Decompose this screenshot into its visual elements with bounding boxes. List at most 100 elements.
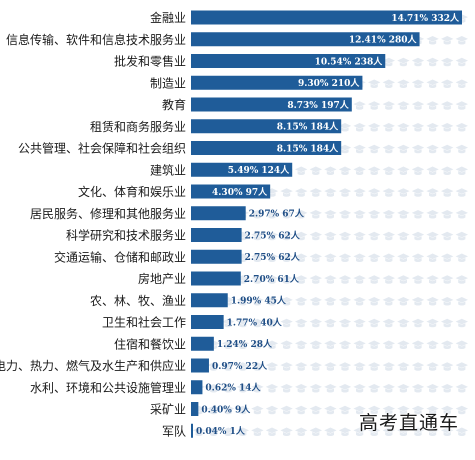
category-label: 科学研究和技术服务业: [66, 228, 186, 243]
graduation-cap-icon: [309, 384, 322, 393]
category-label: 住宿和餐饮业: [114, 336, 186, 351]
category-label: 房地产业: [138, 271, 186, 286]
graduation-cap-icon: [411, 210, 425, 219]
graduation-cap-icon: [353, 101, 366, 110]
bar: [191, 358, 209, 373]
graduation-cap-icon: [368, 384, 381, 393]
graduation-cap-icon: [411, 79, 425, 89]
graduation-cap-icon: [353, 166, 366, 176]
graduation-cap-icon: [397, 210, 410, 219]
graduation-cap-icon: [382, 166, 395, 176]
graduation-cap-icon: [455, 144, 468, 154]
bar: [191, 336, 214, 351]
graduation-cap-icon: [426, 210, 439, 219]
graduation-cap-icon: [455, 384, 468, 393]
graduation-cap-icon: [397, 253, 410, 263]
graduation-cap-icon: [324, 231, 337, 241]
category-label: 信息传输、软件和信息技术服务业: [6, 32, 186, 47]
graduation-cap-icon: [441, 144, 454, 154]
graduation-cap-icon: [382, 297, 395, 306]
bar: [191, 97, 352, 112]
category-label: 农、林、牧、渔业: [90, 294, 186, 308]
data-label: 0.40% 9人: [201, 403, 251, 415]
graduation-cap-icon: [441, 166, 454, 176]
graduation-cap-icon: [411, 144, 425, 154]
category-label: 电力、热力、燃气及水生产和供应业: [0, 358, 186, 373]
category-label: 居民服务、修理和其他服务业: [30, 206, 186, 221]
graduation-cap-icon: [455, 210, 468, 219]
graduation-cap-icon: [309, 231, 322, 241]
graduation-cap-icon: [382, 253, 395, 263]
data-label: 8.15% 184人: [277, 142, 339, 154]
category-label: 制造业: [150, 76, 186, 90]
graduation-cap-icon: [426, 231, 439, 241]
graduation-cap-icon: [382, 210, 395, 219]
graduation-cap-icon: [338, 384, 352, 393]
graduation-cap-icon: [295, 297, 308, 306]
data-label: 2.75% 62人: [245, 251, 301, 263]
graduation-cap-icon: [411, 253, 425, 263]
graduation-cap-icon: [338, 362, 352, 371]
graduation-cap-icon: [280, 340, 293, 350]
graduation-cap-icon: [455, 123, 468, 132]
data-label: 5.49% 124人: [228, 164, 290, 176]
data-label: 8.15% 184人: [277, 121, 339, 133]
graduation-cap-icon: [338, 275, 352, 284]
graduation-cap-icon: [441, 210, 454, 219]
graduation-cap-icon: [309, 427, 322, 437]
graduation-cap-icon: [441, 79, 454, 89]
graduation-cap-icon: [324, 362, 337, 371]
category-label: 文化、体育和娱乐业: [78, 184, 186, 199]
graduation-cap-icon: [426, 318, 439, 328]
graduation-cap-icon: [265, 405, 279, 415]
graduation-cap-icon: [353, 297, 366, 306]
graduation-cap-icon: [338, 297, 352, 306]
graduation-cap-icon: [338, 405, 352, 415]
graduation-cap-icon: [426, 144, 439, 154]
graduation-cap-icon: [382, 318, 395, 328]
graduation-cap-icon: [411, 101, 425, 110]
graduation-cap-icon: [397, 144, 410, 154]
graduation-cap-icon: [382, 79, 395, 89]
graduation-cap-icon: [338, 318, 352, 328]
graduation-cap-icon: [455, 318, 468, 328]
graduation-cap-icon: [324, 253, 337, 263]
category-label: 军队: [162, 423, 186, 438]
graduation-cap-icon: [353, 384, 366, 393]
graduation-cap-icon: [353, 340, 366, 350]
graduation-cap-icon: [426, 384, 439, 393]
graduation-cap-icon: [338, 340, 352, 350]
graduation-cap-icon: [411, 57, 425, 67]
graduation-cap-icon: [397, 123, 410, 132]
graduation-cap-icon: [353, 253, 366, 263]
graduation-cap-icon: [353, 144, 366, 154]
graduation-cap-icon: [426, 340, 439, 350]
graduation-cap-icon: [426, 166, 439, 176]
graduation-cap-icon: [353, 188, 366, 197]
data-label: 0.97% 22人: [212, 360, 268, 372]
data-label: 4.30% 97人: [212, 186, 268, 198]
data-label: 2.70% 61人: [244, 273, 300, 285]
graduation-cap-icon: [411, 123, 425, 132]
graduation-cap-icon: [382, 275, 395, 284]
category-label: 教育: [162, 97, 186, 112]
graduation-cap-icon: [441, 384, 454, 393]
bar: [191, 162, 293, 177]
graduation-cap-icon: [455, 188, 468, 197]
graduation-cap-icon: [397, 188, 410, 197]
graduation-cap-icon: [397, 57, 410, 67]
graduation-cap-icon: [441, 297, 454, 306]
graduation-cap-icon: [441, 123, 454, 132]
bar: [191, 315, 224, 329]
graduation-cap-icon: [441, 253, 454, 263]
watermark-text: 高考直通车: [358, 412, 459, 434]
graduation-cap-icon: [368, 231, 381, 241]
graduation-cap-icon: [295, 318, 308, 328]
graduation-cap-icon: [382, 144, 395, 154]
graduation-cap-icon: [455, 101, 468, 110]
graduation-cap-icon: [338, 188, 352, 197]
graduation-cap-icon: [426, 297, 439, 306]
graduation-cap-icon: [411, 297, 425, 306]
graduation-cap-icon: [309, 210, 322, 219]
